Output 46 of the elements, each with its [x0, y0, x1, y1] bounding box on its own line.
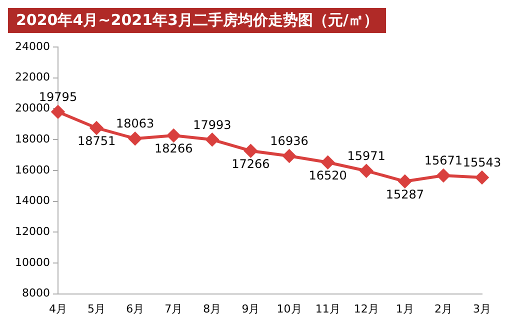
x-tick-label: 5月	[88, 302, 106, 316]
y-tick-label: 24000	[14, 40, 50, 53]
x-tick-label: 3月	[473, 302, 491, 316]
y-tick-label: 22000	[14, 70, 50, 84]
point	[206, 133, 219, 146]
point	[51, 105, 64, 118]
x-tick-label: 4月	[48, 302, 67, 316]
point	[360, 164, 373, 178]
data-label: 17993	[193, 118, 232, 132]
y-tick-label: 18000	[14, 132, 50, 146]
data-label: 16936	[270, 134, 308, 148]
y-tick-label: 20000	[14, 102, 50, 115]
data-label: 15543	[462, 156, 502, 170]
point	[398, 174, 412, 188]
x-tick-label: 11月	[315, 302, 340, 316]
data-label: 18063	[116, 116, 154, 131]
x-tick-label: 9月	[242, 302, 260, 316]
x-tick-label: 1月	[396, 302, 414, 316]
y-tick-label: 14000	[14, 194, 50, 208]
data-label: 15287	[386, 188, 424, 202]
y-tick-label: 8000	[22, 286, 50, 300]
data-label: 18266	[154, 142, 193, 156]
point	[436, 168, 450, 182]
data-label: 15671	[424, 154, 463, 168]
point	[90, 121, 104, 134]
data-label: 19795	[38, 90, 78, 104]
x-tick-label: 12月	[354, 302, 379, 316]
y-tick-label: 12000	[14, 224, 50, 238]
point	[244, 144, 258, 158]
x-tick-label: 8月	[203, 302, 222, 316]
point	[128, 132, 142, 146]
y-tick-label: 16000	[14, 163, 50, 176]
y-tick-label: 10000	[14, 256, 50, 269]
point	[167, 128, 180, 142]
data-label: 16520	[308, 168, 347, 183]
point	[321, 156, 334, 169]
x-tick-label: 10月	[276, 302, 302, 316]
point	[476, 170, 488, 184]
x-tick-label: 7月	[164, 302, 183, 316]
chart-title: 2020年4月~2021年3月二手房均价走势图（元/㎡）	[8, 8, 386, 33]
x-tick-label: 2月	[434, 302, 452, 316]
data-label: 18751	[77, 134, 116, 148]
data-label: 17266	[232, 156, 270, 171]
x-tick-label: 6月	[126, 302, 144, 316]
point	[282, 149, 296, 162]
data-label: 15971	[347, 148, 386, 163]
